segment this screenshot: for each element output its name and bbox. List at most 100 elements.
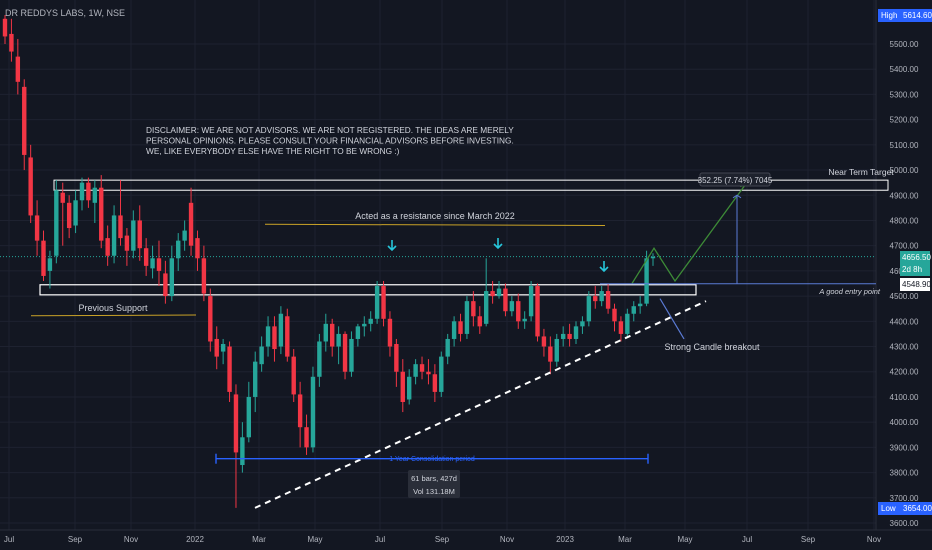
candle-body bbox=[265, 326, 271, 347]
low-label: Low bbox=[881, 504, 896, 513]
candle-body bbox=[381, 286, 386, 319]
candle-body bbox=[554, 338, 559, 362]
candle-body bbox=[535, 286, 540, 337]
y-tick-label: 4800.00 bbox=[890, 216, 919, 225]
candle-body bbox=[163, 273, 168, 297]
candle-body bbox=[41, 240, 46, 276]
high-value: 5614.60 bbox=[903, 11, 932, 20]
candle-body bbox=[445, 338, 450, 357]
candle-body bbox=[644, 258, 649, 304]
y-tick-label: 4200.00 bbox=[890, 368, 919, 377]
y-tick-label: 5200.00 bbox=[890, 116, 919, 125]
candle-body bbox=[413, 364, 418, 377]
down-arrow-icon bbox=[599, 261, 609, 273]
candle-body bbox=[9, 33, 14, 52]
candle-body bbox=[349, 338, 354, 372]
support-line bbox=[30, 314, 197, 317]
candle-body bbox=[419, 364, 425, 372]
candle-body bbox=[285, 316, 290, 357]
x-tick-label: Sep bbox=[801, 535, 816, 544]
candle-body bbox=[406, 376, 412, 400]
y-tick-label: 4700.00 bbox=[890, 242, 919, 251]
candle-body bbox=[22, 86, 27, 155]
y-tick-label: 3900.00 bbox=[890, 443, 919, 452]
measure-arrowhead bbox=[732, 194, 742, 199]
candle-body bbox=[599, 291, 604, 302]
resistance-label: Acted as a resistance since March 2022 bbox=[355, 211, 515, 221]
candle-body bbox=[214, 338, 219, 357]
low-value: 3654.00 bbox=[903, 504, 932, 513]
good-entry-label: A good entry point bbox=[818, 287, 881, 296]
candle-body bbox=[618, 321, 624, 334]
x-tick-label: Nov bbox=[500, 535, 514, 544]
candle-body bbox=[54, 190, 59, 256]
candle-body bbox=[150, 258, 155, 269]
x-tick-label: Nov bbox=[124, 535, 138, 544]
candle-body bbox=[593, 296, 598, 302]
candle-body bbox=[625, 313, 630, 334]
x-tick-label: Nov bbox=[867, 535, 881, 544]
candle-body bbox=[28, 157, 33, 216]
y-tick-label: 4900.00 bbox=[890, 191, 919, 200]
candle-body bbox=[580, 321, 585, 327]
candle-body bbox=[156, 258, 162, 271]
candle-body bbox=[297, 394, 303, 428]
candle-body bbox=[240, 437, 245, 466]
projection-path bbox=[631, 184, 746, 284]
candle-body bbox=[259, 346, 264, 365]
candle-body bbox=[355, 326, 361, 339]
trendline bbox=[254, 300, 707, 509]
candle-body bbox=[47, 258, 53, 271]
candle-body bbox=[169, 258, 175, 297]
entry-price-badge: 4548.90 bbox=[900, 278, 931, 291]
candle-body bbox=[496, 288, 502, 297]
vol-info-label: Vol 131.18M bbox=[413, 487, 455, 496]
x-tick-label: Mar bbox=[252, 535, 266, 544]
near-term-target-box bbox=[53, 179, 889, 191]
candle-body bbox=[220, 344, 226, 352]
breakout-zone-box bbox=[39, 284, 697, 296]
candle-body bbox=[188, 202, 194, 246]
disclaimer-line: WE, LIKE EVERYBODY ELSE HAVE THE RIGHT T… bbox=[146, 146, 400, 156]
last-price-badge: 4656.50 bbox=[900, 251, 931, 264]
candle-body bbox=[201, 258, 207, 294]
y-tick-label: 3600.00 bbox=[890, 519, 919, 528]
y-tick-label: 5400.00 bbox=[890, 65, 919, 74]
x-tick-label: Jul bbox=[742, 535, 752, 544]
x-tick-label: Sep bbox=[68, 535, 83, 544]
candle-body bbox=[426, 371, 431, 375]
candle-body bbox=[432, 374, 438, 392]
last-price-value: 4656.50 bbox=[902, 253, 931, 262]
candle-body bbox=[439, 356, 444, 392]
breakout-pointer-line bbox=[659, 298, 685, 340]
candle-body bbox=[137, 220, 142, 249]
candle-body bbox=[631, 306, 636, 314]
consolidation-label: 1 Year Consolidation period bbox=[389, 456, 475, 463]
down-arrow-icon bbox=[493, 238, 503, 250]
candle-body bbox=[528, 286, 534, 317]
candle-body bbox=[400, 371, 405, 402]
candle-body bbox=[573, 326, 579, 339]
bars-info-label: 61 bars, 427d bbox=[411, 474, 457, 483]
candle-body bbox=[124, 235, 130, 251]
down-arrow-icon bbox=[387, 240, 397, 252]
candle-body bbox=[567, 333, 572, 339]
low-badge: Low 3654.00 bbox=[878, 502, 932, 515]
countdown-badge: 2d 8h bbox=[900, 263, 930, 276]
candle-body bbox=[105, 238, 110, 256]
y-tick-label: 5300.00 bbox=[890, 90, 919, 99]
candle-body bbox=[111, 215, 117, 256]
high-label: High bbox=[881, 11, 898, 20]
x-tick-label: Sep bbox=[435, 535, 450, 544]
measure-label: 352.25 (7.74%) 7045 bbox=[698, 176, 773, 185]
y-tick-label: 3800.00 bbox=[890, 469, 919, 478]
candle-body bbox=[541, 336, 547, 347]
disclaimer-line: DISCLAIMER: WE ARE NOT ADVISORS. WE ARE … bbox=[146, 125, 514, 135]
candle-body bbox=[73, 200, 78, 226]
candle-body bbox=[253, 361, 258, 397]
y-tick-label: 4100.00 bbox=[890, 393, 919, 402]
candle-body bbox=[458, 321, 463, 334]
candle-body bbox=[387, 318, 393, 347]
y-tick-label: 4400.00 bbox=[890, 317, 919, 326]
